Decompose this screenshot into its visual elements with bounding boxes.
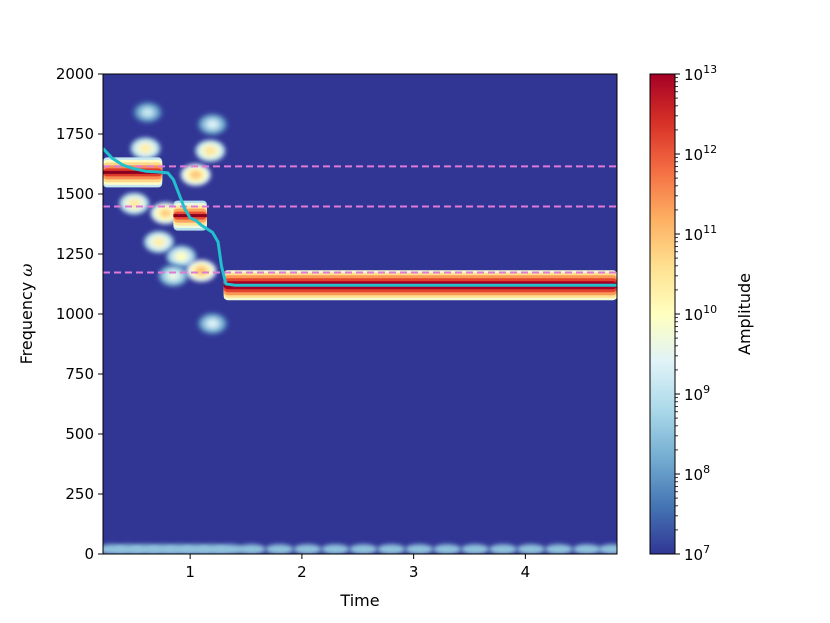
y-tick-label: 0 (84, 545, 94, 563)
y-tick-label: 250 (65, 485, 94, 503)
y-tick-label: 1750 (56, 125, 94, 143)
reference-lines (103, 165, 617, 274)
colorbar-label: Amplitude (735, 273, 754, 355)
bottom-blob (237, 544, 266, 554)
heat-blob (150, 202, 181, 225)
bottom-blob (572, 544, 601, 554)
bottom-blob (293, 544, 322, 554)
bottom-blob (405, 544, 434, 554)
heat-blob (180, 163, 211, 186)
bottom-blob (265, 544, 294, 554)
heat-blob (166, 245, 197, 268)
colorbar-tick-label: 1013 (684, 63, 717, 84)
y-tick-label: 2000 (56, 65, 94, 83)
colorbar-tick-label: 108 (684, 463, 710, 484)
heat-blob (197, 312, 228, 335)
bottom-blob (377, 544, 406, 554)
y-tick-label: 500 (65, 425, 94, 443)
colorbar-tick-label: 107 (684, 543, 710, 564)
plot-area (102, 73, 618, 555)
x-axis-label: Time (339, 591, 379, 610)
bottom-blob (598, 544, 617, 554)
colorbar-tick-label: 1012 (684, 143, 717, 164)
x-tick-label: 3 (409, 563, 419, 581)
colorbar-tick-label: 109 (684, 383, 710, 404)
bottom-blob (516, 544, 545, 554)
colorbar-gradient (649, 73, 676, 555)
bottom-blob (433, 544, 462, 554)
x-tick-label: 1 (185, 563, 195, 581)
ridge-line (103, 147, 617, 287)
omega-symbol: ω (17, 264, 36, 277)
bottom-blob (349, 544, 378, 554)
x-axis: 1 2 3 4 (185, 554, 530, 581)
y-tick-label: 750 (65, 365, 94, 383)
heat-blob (158, 264, 189, 287)
heat-blob (130, 137, 161, 160)
bottom-blob (544, 544, 573, 554)
heat-blob (195, 139, 226, 162)
x-tick-label: 4 (521, 563, 531, 581)
x-tick-label: 2 (297, 563, 307, 581)
heat-blob (186, 259, 217, 282)
bottom-blob (215, 544, 244, 554)
heat-blob (132, 101, 163, 124)
y-tick-label: 1000 (56, 305, 94, 323)
heat-blob (143, 231, 174, 253)
heatmap-background (103, 74, 617, 554)
heat-blob (119, 192, 150, 215)
colorbar-tick-label: 1010 (684, 303, 717, 324)
colorbar-tick-label: 1011 (684, 223, 717, 244)
ridge-layer (103, 147, 617, 287)
colorbar-ticks: 107 108 109 1010 1011 1012 1013 (675, 63, 717, 564)
y-tick-label: 1500 (56, 185, 94, 203)
bottom-blob (321, 544, 350, 554)
y-tick-label: 1250 (56, 245, 94, 263)
y-axis-label: Frequency ω (17, 264, 36, 365)
heat-blob (197, 113, 228, 136)
bottom-blob (489, 544, 518, 554)
y-axis: 0 250 500 750 1000 1250 1500 1750 2000 (56, 65, 103, 563)
colorbar: 107 108 109 1010 1011 1012 1013 Amplitude (649, 63, 754, 564)
bottom-blob (461, 544, 490, 554)
